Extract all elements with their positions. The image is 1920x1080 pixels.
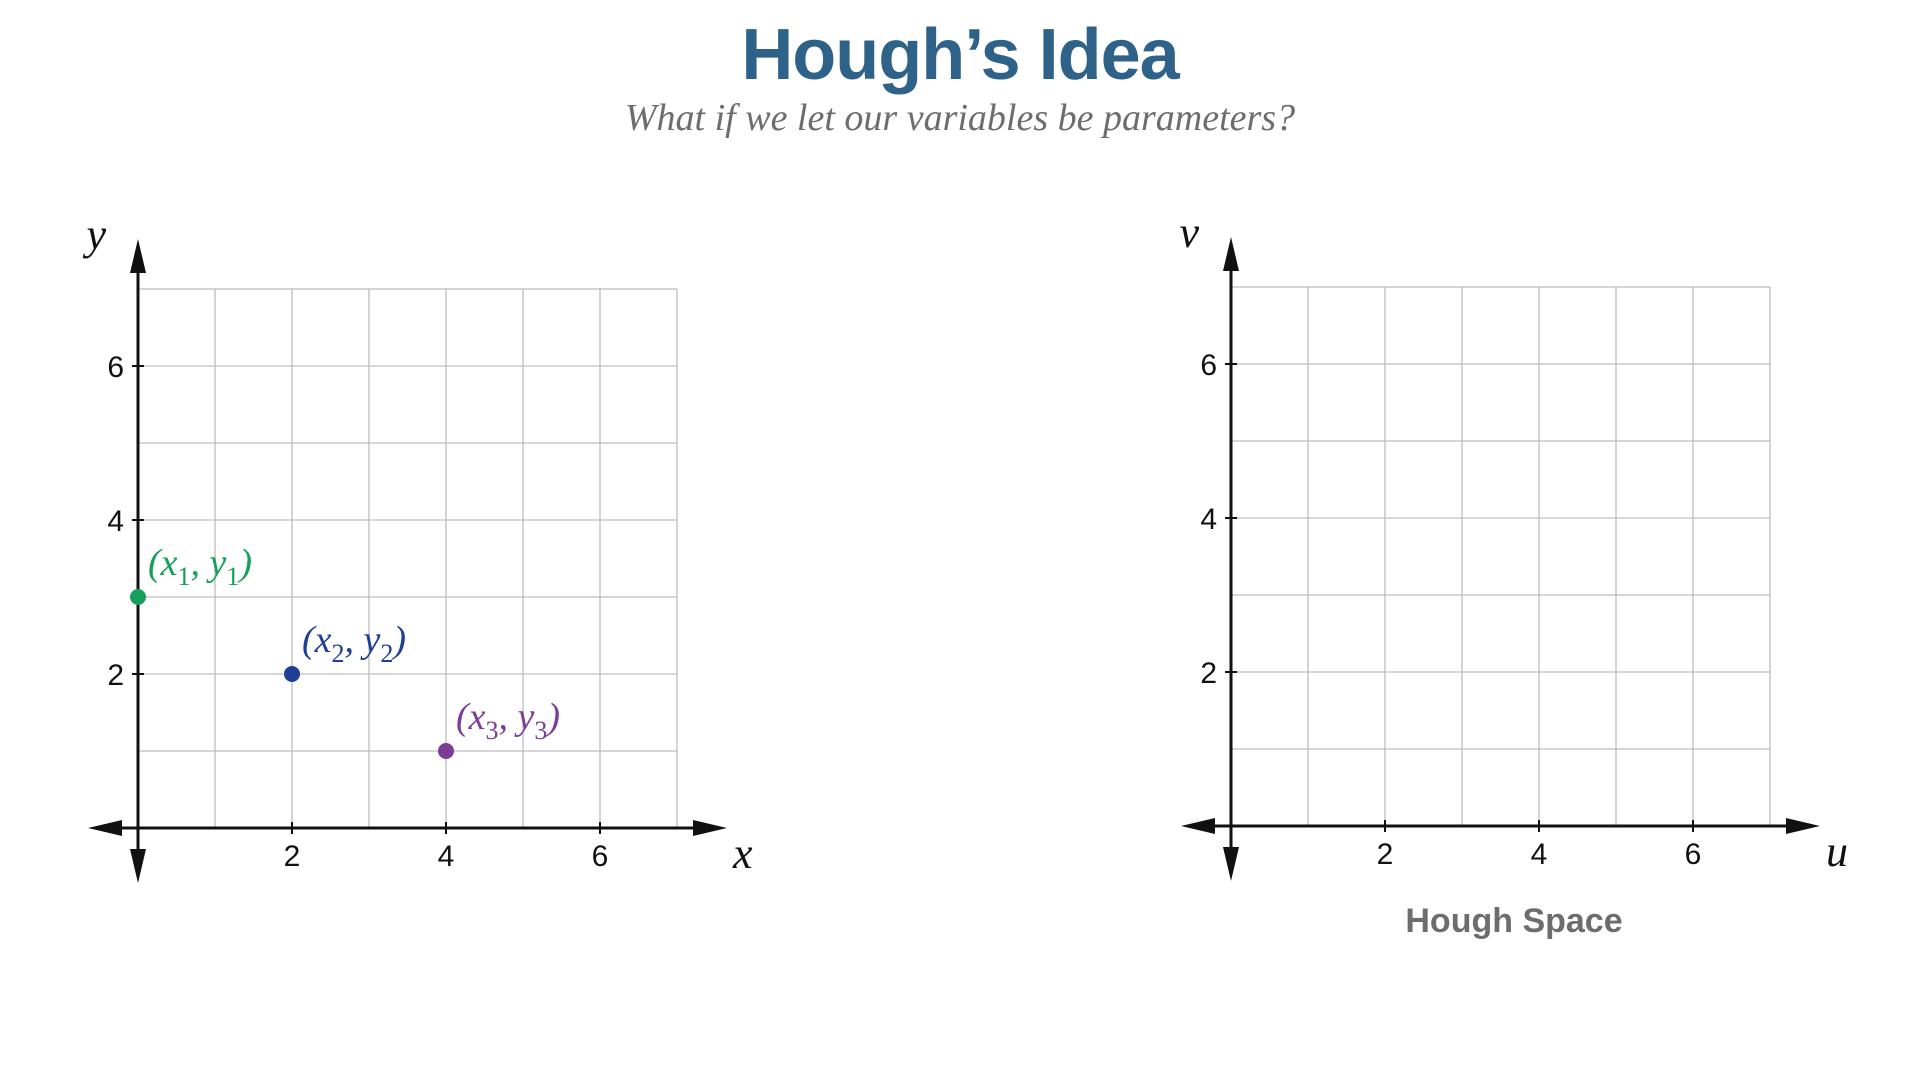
x-tick-label: 6	[1685, 838, 1702, 871]
y-tick-label: 4	[107, 505, 124, 538]
image-x-axis-label: x	[732, 829, 753, 878]
hough-y-axis-label: v	[1179, 208, 1199, 257]
arrow-up-icon	[1223, 237, 1239, 271]
arrow-down-icon	[130, 849, 146, 883]
arrow-left-icon	[88, 820, 122, 836]
y-tick-label: 6	[107, 351, 124, 384]
data-point-1	[130, 589, 146, 605]
hough-grid	[1231, 286, 1771, 826]
data-point-label-1: (x1, y1)	[148, 542, 252, 591]
x-tick-label: 6	[592, 840, 609, 873]
image-grid	[138, 288, 678, 828]
x-tick-label: 4	[1531, 838, 1548, 871]
x-tick-label: 2	[284, 840, 301, 873]
x-tick-label: 2	[1377, 838, 1394, 871]
data-point-2	[284, 666, 300, 682]
image-y-axis-label: y	[82, 210, 106, 259]
y-tick-label: 6	[1200, 349, 1217, 382]
image-space-plot: 2 4 6 2 4 6 x y (x1, y1) (x2, y2) (x3, y3)	[82, 210, 753, 883]
y-tick-label: 4	[1200, 503, 1217, 536]
page-subtitle: What if we let our variables be paramete…	[624, 97, 1296, 139]
arrow-down-icon	[1223, 847, 1239, 881]
y-tick-label: 2	[1200, 657, 1217, 690]
x-tick-label: 4	[438, 840, 455, 873]
arrow-up-icon	[130, 239, 146, 273]
y-tick-label: 2	[107, 659, 124, 692]
arrow-left-icon	[1181, 818, 1215, 834]
hough-space-plot: 2 4 6 2 4 6 u v	[1179, 208, 1848, 881]
data-point-label-3: (x3, y3)	[456, 696, 560, 745]
page-title: Hough’s Idea	[741, 15, 1179, 95]
arrow-right-icon	[1786, 818, 1820, 834]
hough-x-axis-label: u	[1826, 827, 1848, 876]
data-point-3	[438, 743, 454, 759]
data-point-label-2: (x2, y2)	[302, 619, 406, 668]
hough-space-caption: Hough Space	[1405, 902, 1623, 940]
arrow-right-icon	[693, 820, 727, 836]
